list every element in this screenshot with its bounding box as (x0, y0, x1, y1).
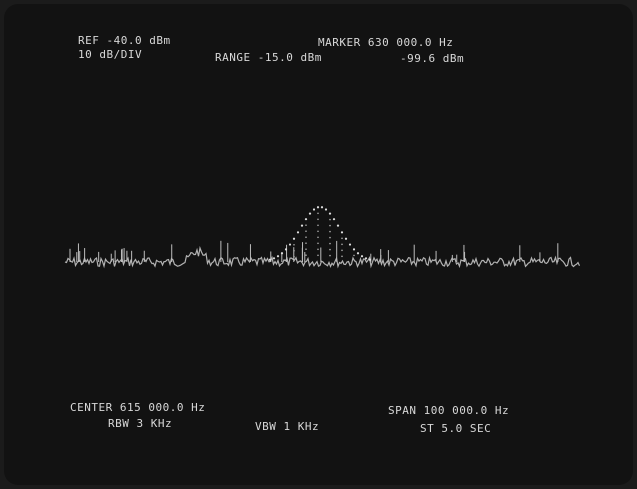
signal-dot (297, 231, 299, 233)
signal-dot (357, 252, 359, 254)
range: RANGE -15.0 dBm (215, 51, 322, 64)
signal-dot (305, 224, 307, 226)
vbw: VBW 1 KHz (255, 420, 319, 433)
signal-dot (305, 218, 307, 220)
signal-dot (313, 208, 315, 210)
signal-dot (293, 238, 295, 240)
signal-dot (337, 225, 339, 227)
scale: 10 dB/DIV (78, 48, 142, 61)
signal-dot (341, 250, 343, 252)
signal-dot (305, 254, 307, 256)
signal-dot (293, 250, 295, 252)
signal-dot (329, 231, 331, 233)
signal-dot (329, 219, 331, 221)
signal-dot (309, 212, 311, 214)
marker-frequency: MARKER 630 000.0 Hz (318, 36, 453, 49)
signal-dot (329, 237, 331, 239)
signal-dot (349, 243, 351, 245)
signal-dot (293, 256, 295, 258)
signal-dot (317, 212, 319, 214)
signal-dot (273, 257, 275, 259)
signal-dot (269, 259, 271, 261)
signal-dot (369, 259, 371, 261)
reference-level: REF -40.0 dBm (78, 34, 171, 47)
sweep-time: ST 5.0 SEC (420, 422, 491, 435)
signal-dot (305, 248, 307, 250)
signal-dot (293, 244, 295, 246)
signal-dot (317, 236, 319, 238)
span: SPAN 100 000.0 Hz (388, 404, 509, 417)
signal-dot (317, 206, 319, 208)
signal-dot (341, 244, 343, 246)
signal-dot (305, 230, 307, 232)
signal-dot (317, 230, 319, 232)
signal-dot (277, 255, 279, 257)
signal-dot (285, 248, 287, 250)
signal-dot (361, 255, 363, 257)
signal-dot (329, 225, 331, 227)
signal-dot (317, 242, 319, 244)
signal-dot (345, 238, 347, 240)
signal-dot (365, 257, 367, 259)
signal-dot (305, 242, 307, 244)
center-frequency: CENTER 615 000.0 Hz (70, 401, 205, 414)
signal-dot (329, 212, 331, 214)
signal-dot (281, 252, 283, 254)
rbw: RBW 3 KHz (108, 417, 172, 430)
analyzer-screen: REF -40.0 dBm MARKER 630 000.0 Hz 10 dB/… (0, 0, 637, 489)
signal-dot (329, 255, 331, 257)
signal-dot (317, 248, 319, 250)
signal-dot (329, 243, 331, 245)
signal-dot (289, 243, 291, 245)
marker-level: -99.6 dBm (400, 52, 464, 65)
signal-dot (325, 208, 327, 210)
page: REF -40.0 dBm MARKER 630 000.0 Hz 10 dB/… (0, 0, 637, 489)
signal-dot (341, 256, 343, 258)
signal-dot (341, 231, 343, 233)
signal-dot (321, 206, 323, 208)
signal-dot (317, 254, 319, 256)
signal-dot (305, 236, 307, 238)
signal-dot (353, 248, 355, 250)
signal-dot (317, 218, 319, 220)
signal-dot (333, 218, 335, 220)
signal-dot (317, 224, 319, 226)
signal-dot (329, 249, 331, 251)
signal-dot (301, 225, 303, 227)
signal-dot (341, 238, 343, 240)
signal-dot (353, 255, 355, 257)
